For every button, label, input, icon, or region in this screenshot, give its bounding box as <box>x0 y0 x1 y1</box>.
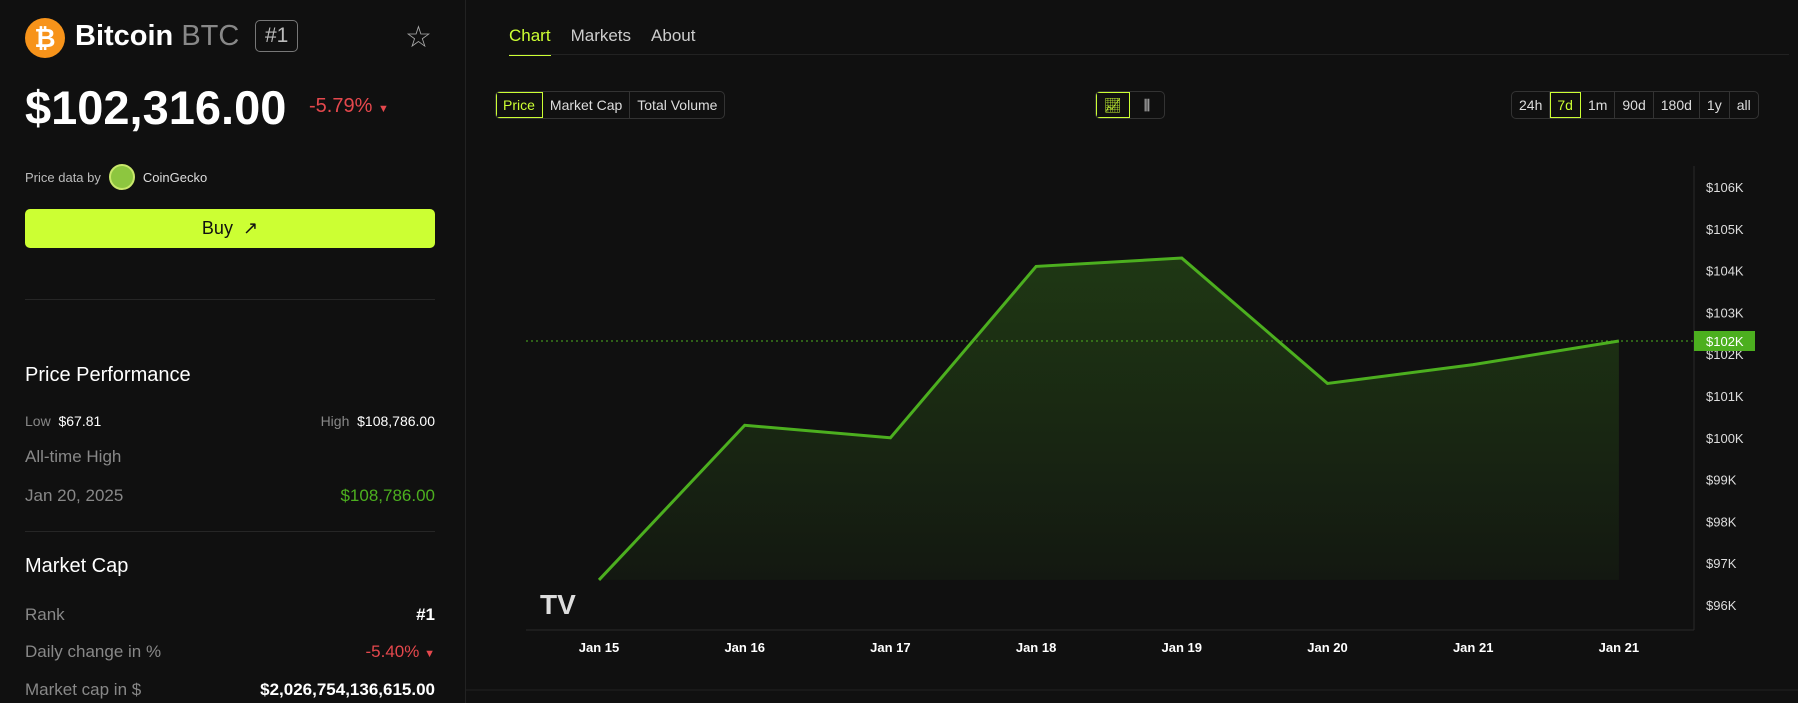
market-cap-label: Market cap in $ <box>25 680 142 699</box>
price-button[interactable]: Price <box>496 92 543 118</box>
favorite-star-icon[interactable]: ☆ <box>405 21 432 54</box>
y-tick-label: $105K <box>1706 222 1744 237</box>
down-arrow-icon: ▼ <box>377 103 389 115</box>
y-tick-label: $104K <box>1706 264 1744 279</box>
candlestick-icon[interactable]: ⫼ <box>1143 97 1151 113</box>
ath-date: Jan 20, 2025 <box>25 486 124 505</box>
coin-symbol: BTC <box>181 20 240 52</box>
y-tick-label: $96K <box>1706 598 1737 613</box>
range-selector: 24h 7d 1m 90d 180d 1y all <box>1511 91 1759 119</box>
price-source-name[interactable]: CoinGecko <box>142 169 208 185</box>
coin-sidebar: ₿ Bitcoin BTC #1 ☆ $102,316.00 -5.79% ▼ … <box>0 0 466 703</box>
y-tick-label: $103K <box>1706 305 1744 320</box>
tab-markets[interactable]: Markets <box>570 26 632 45</box>
total-volume-button[interactable]: Total Volume <box>637 97 718 113</box>
range-button-180d[interactable]: 180d <box>1654 92 1700 118</box>
divider <box>25 531 435 532</box>
range-button-1m[interactable]: 1m <box>1581 92 1616 118</box>
main-tabs: Chart Markets About <box>509 26 695 56</box>
down-arrow-icon: ▼ <box>424 648 435 660</box>
daily-change-value: -5.40% <box>365 642 420 661</box>
x-tick-label: Jan 15 <box>579 640 619 655</box>
low-high-row: Low $67.81 High $108,786.00 <box>25 413 435 429</box>
market-cap-title: Market Cap <box>25 555 129 577</box>
current-price-label: $102K <box>1706 334 1744 349</box>
arrow-up-right-icon: ↗ <box>242 218 259 238</box>
y-tick-label: $99K <box>1706 473 1737 488</box>
range-button-24h[interactable]: 24h <box>1512 92 1551 118</box>
area-fill <box>599 258 1619 580</box>
current-price: $102,316.00 <box>25 81 287 134</box>
market-cap-row: Market cap in $ $2,026,754,136,615.00 <box>25 680 435 700</box>
x-tick-label: Jan 18 <box>1016 640 1056 655</box>
chart-type-selector: 📈︎ ⫼ <box>1095 91 1165 119</box>
rank-label: Rank <box>25 605 65 624</box>
x-tick-label: Jan 21 <box>1453 640 1493 655</box>
price-source: Price data by CoinGecko <box>25 164 207 190</box>
coin-title: Bitcoin BTC <box>75 20 239 53</box>
daily-change-label: Daily change in % <box>25 642 162 661</box>
buy-label: Buy <box>201 218 233 238</box>
y-tick-label: $98K <box>1706 514 1737 529</box>
x-tick-label: Jan 19 <box>1162 640 1202 655</box>
ath-date-row: Jan 20, 2025 $108,786.00 <box>25 486 435 506</box>
rank-row: Rank #1 <box>25 605 435 625</box>
rank-value: #1 <box>416 605 435 624</box>
price-change-value: -5.79% <box>309 95 373 117</box>
high-label: High <box>320 413 350 429</box>
y-tick-label: $97K <box>1706 556 1737 571</box>
range-button-1y[interactable]: 1y <box>1700 92 1730 118</box>
x-tick-label: Jan 21 <box>1599 640 1639 655</box>
price-line <box>597 256 1620 581</box>
rank-badge: #1 <box>255 20 299 52</box>
market-cap-button[interactable]: Market Cap <box>543 92 631 118</box>
y-tick-label: $106K <box>1706 180 1744 195</box>
buy-button[interactable]: Buy ↗ <box>25 209 435 248</box>
y-tick-label: $100K <box>1706 431 1744 446</box>
x-tick-label: Jan 16 <box>724 640 764 655</box>
y-tick-label: $101K <box>1706 389 1744 404</box>
market-cap-value: $2,026,754,136,615.00 <box>260 680 435 699</box>
tradingview-logo-icon: TV <box>540 589 576 620</box>
divider <box>25 299 435 300</box>
price-change: -5.79% ▼ <box>309 95 389 118</box>
ath-row: All-time High <box>25 447 435 467</box>
coingecko-logo-icon <box>108 164 135 190</box>
range-button-all[interactable]: all <box>1736 97 1751 113</box>
high-value: $108,786.00 <box>357 413 435 429</box>
daily-change-row: Daily change in % -5.40% ▼ <box>25 642 435 662</box>
metric-selector: Price Market Cap Total Volume <box>495 91 726 119</box>
x-tick-label: Jan 20 <box>1307 640 1347 655</box>
tab-divider <box>509 54 1789 55</box>
coin-name: Bitcoin <box>75 20 174 52</box>
price-performance-title: Price Performance <box>25 364 191 386</box>
line-chart-icon[interactable]: 📈︎ <box>1096 92 1130 118</box>
ath-value: $108,786.00 <box>340 486 435 505</box>
tab-about[interactable]: About <box>651 26 696 45</box>
price-source-label: Price data by <box>25 169 101 185</box>
tab-chart[interactable]: Chart <box>509 26 551 56</box>
low-label: Low <box>25 413 51 429</box>
range-button-90d[interactable]: 90d <box>1615 92 1654 118</box>
current-price-marker <box>1694 330 1755 351</box>
ath-label: All-time High <box>25 447 122 466</box>
low-value: $67.81 <box>58 413 102 429</box>
bitcoin-logo-icon: ₿ <box>25 18 65 58</box>
range-button-7d[interactable]: 7d <box>1550 92 1581 118</box>
x-tick-label: Jan 17 <box>870 640 910 655</box>
